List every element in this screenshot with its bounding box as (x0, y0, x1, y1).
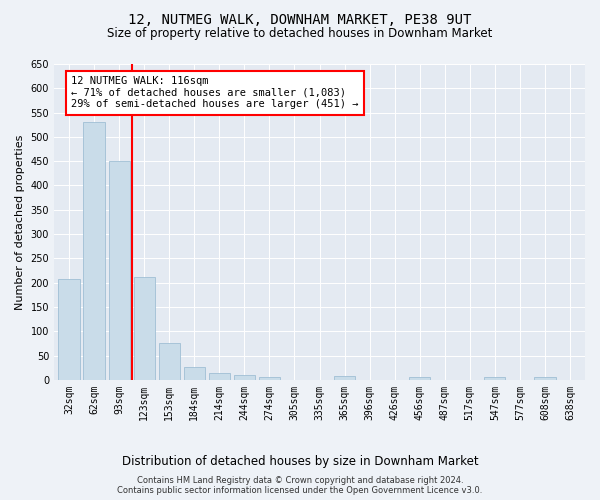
Text: Size of property relative to detached houses in Downham Market: Size of property relative to detached ho… (107, 28, 493, 40)
Bar (334, 376, 355, 380)
Bar (234, 374, 255, 380)
Bar (184, 368, 205, 380)
Text: Contains HM Land Registry data © Crown copyright and database right 2024.
Contai: Contains HM Land Registry data © Crown c… (118, 476, 482, 495)
Bar (58, 280, 80, 380)
Text: Distribution of detached houses by size in Downham Market: Distribution of detached houses by size … (122, 455, 478, 468)
Text: 12 NUTMEG WALK: 116sqm
← 71% of detached houses are smaller (1,083)
29% of semi-: 12 NUTMEG WALK: 116sqm ← 71% of detached… (71, 76, 359, 110)
Bar (209, 373, 230, 380)
Y-axis label: Number of detached properties: Number of detached properties (15, 134, 25, 310)
Bar (484, 377, 505, 380)
Bar (134, 278, 155, 380)
Bar (158, 343, 180, 380)
Bar (109, 160, 130, 380)
Bar (409, 377, 430, 380)
Bar (534, 378, 556, 380)
Text: 12, NUTMEG WALK, DOWNHAM MARKET, PE38 9UT: 12, NUTMEG WALK, DOWNHAM MARKET, PE38 9U… (128, 12, 472, 26)
Bar (259, 377, 280, 380)
Bar (83, 122, 105, 380)
